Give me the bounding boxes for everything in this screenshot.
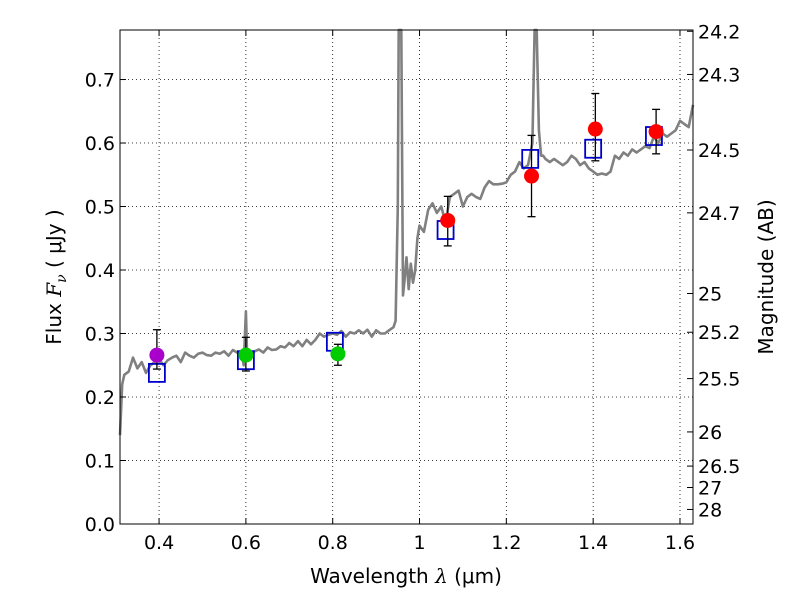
y2-tick-label: 24.2: [698, 21, 740, 43]
x-tick-label: 1.2: [491, 532, 521, 554]
y-tick-label: 0.3: [85, 324, 115, 346]
y2-tick-label: 25.2: [698, 322, 740, 344]
y2-tick-label: 26: [698, 422, 722, 444]
y-tick-label: 0.6: [85, 133, 115, 155]
y-tick-label: 0.1: [85, 451, 115, 473]
observed-point-red: [648, 124, 664, 140]
y2-axis-label: Magnitude (AB): [754, 199, 778, 354]
x-tick-label: 1.4: [578, 532, 608, 554]
observed-point-red: [524, 168, 540, 184]
observed-point-purple: [149, 347, 165, 363]
y2-tick-label: 25.5: [698, 369, 740, 391]
x-tick-label: 0.6: [231, 532, 261, 554]
grid: [120, 30, 693, 524]
y2-tick-label: 28: [698, 499, 722, 521]
x-tick-label: 0.8: [318, 532, 348, 554]
ticks: 0.4 0.6 0.8 1 1.2 1.4 1.6 0.0 0.1 0.2 0.3 0.4 0.5 0.6…: [85, 21, 741, 554]
observed-point-green: [330, 346, 346, 362]
y2-tick-label: 24.5: [698, 140, 740, 162]
x-tick-label: 0.4: [144, 532, 174, 554]
y-tick-label: 0.2: [85, 387, 115, 409]
y2-tick-label: 26.5: [698, 456, 740, 478]
y2-tick-label: 24.3: [698, 64, 740, 86]
y-tick-label: 0.7: [85, 70, 115, 92]
x-axis-label: Wavelength λ (μm): [310, 564, 502, 588]
y2-tick-label: 25: [698, 284, 722, 306]
y-axis-label: Flux Fν ( μJy ): [42, 209, 70, 344]
model-point-marker: [521, 148, 540, 169]
y2-tick-label: 27: [698, 477, 722, 499]
series: [118, 28, 695, 436]
y-tick-label: 0.0: [85, 514, 115, 536]
observed-point-red: [440, 212, 456, 228]
y2-tick-label: 24.7: [698, 203, 740, 225]
x-tick-label: 1: [413, 532, 425, 554]
x-tick-label: 1.6: [665, 532, 695, 554]
observed-point-red: [587, 121, 603, 137]
y-tick-label: 0.4: [85, 260, 115, 282]
axes-frame: [119, 29, 694, 525]
observed-point-green: [238, 347, 254, 363]
model-point-marker: [584, 138, 603, 159]
model-spectrum-line: [118, 28, 695, 436]
y-tick-label: 0.5: [85, 197, 115, 219]
